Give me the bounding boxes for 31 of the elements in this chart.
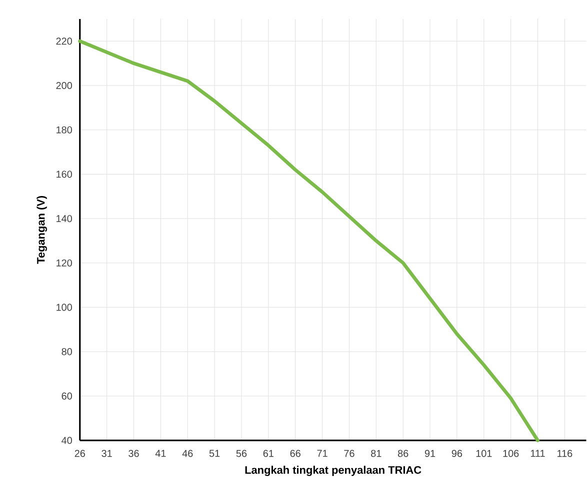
x-tick-label: 91 [424, 450, 436, 457]
x-tick-label: 111 [530, 450, 545, 457]
y-tick-label: 140 [56, 214, 72, 222]
y-tick-label: 80 [62, 348, 72, 356]
x-tick-label: 116 [558, 450, 572, 457]
y-tick-label: 120 [56, 259, 72, 266]
x-tick-label: 66 [290, 450, 300, 457]
x-tick-label: 41 [155, 450, 166, 457]
x-tick-label: 26 [74, 450, 85, 457]
y-axis-title: Tegangan (V) [36, 196, 47, 264]
y-tick-label: 40 [62, 436, 72, 444]
x-tick-label: 61 [263, 450, 274, 457]
x-tick-label: 81 [371, 450, 382, 457]
x-tick-label: 106 [503, 450, 519, 457]
y-tick-label: 100 [56, 304, 72, 311]
y-tick-label: 200 [56, 82, 72, 89]
x-tick-label: 36 [128, 450, 139, 457]
y-tick-label: 180 [56, 126, 72, 134]
y-tick-label: 60 [62, 392, 72, 400]
x-tick-label: 51 [209, 450, 220, 457]
x-tick-label: 56 [236, 450, 247, 457]
x-tick-label: 101 [476, 450, 492, 457]
x-tick-label: 46 [182, 450, 193, 457]
y-tick-label: 220 [56, 37, 72, 45]
x-tick-label: 71 [317, 450, 328, 457]
x-tick-label: 31 [102, 450, 112, 457]
y-tick-label: 160 [56, 170, 72, 178]
x-tick-label: 76 [344, 450, 354, 457]
x-tick-label: 96 [452, 450, 462, 457]
x-axis-title: Langkah tingkat penyalaan TRIAC [245, 466, 422, 476]
x-tick-label: 86 [398, 450, 408, 457]
